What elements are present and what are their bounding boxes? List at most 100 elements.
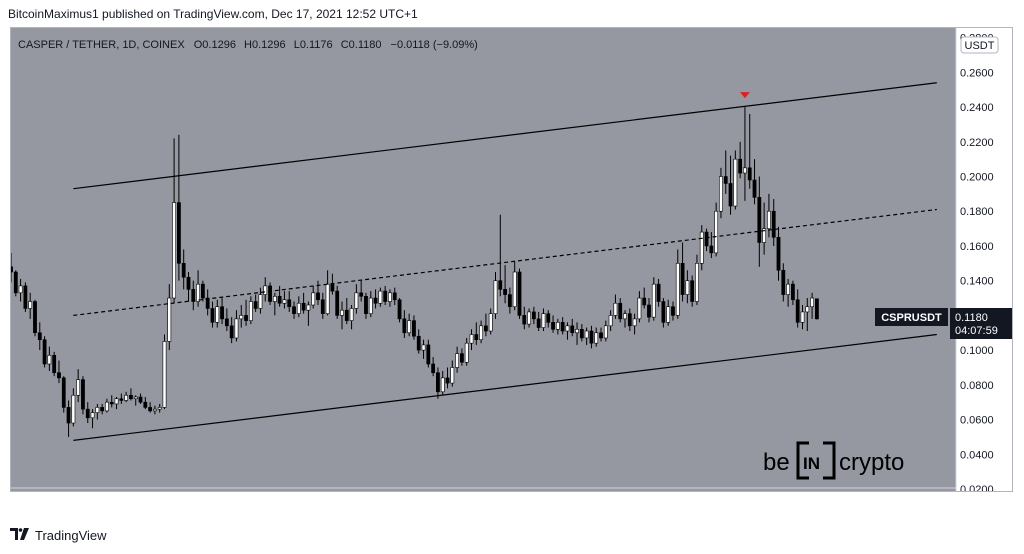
candle: [685, 270, 690, 304]
candle-body: [239, 315, 244, 320]
candle-body: [301, 302, 306, 311]
candle: [383, 285, 388, 305]
candle-body: [474, 334, 479, 341]
candle-body: [531, 311, 536, 320]
candle: [215, 299, 220, 328]
candle: [407, 313, 412, 337]
candle-body: [647, 304, 651, 318]
candle: [76, 369, 81, 403]
candle: [109, 395, 114, 408]
candle: [57, 360, 61, 384]
candle: [37, 322, 42, 351]
candle-body: [105, 401, 109, 412]
candle-body: [613, 302, 618, 316]
beincrypto-watermark: be IN crypto: [763, 440, 904, 481]
candle-body: [752, 179, 757, 198]
candle-body: [272, 296, 277, 302]
candle: [699, 225, 704, 271]
candle-body: [733, 158, 738, 207]
legend-low-label: L: [294, 39, 300, 51]
candle: [296, 296, 301, 318]
candle-body: [28, 301, 33, 309]
candle-body: [119, 398, 124, 401]
candle-body: [167, 297, 172, 342]
candles-layer: [11, 107, 819, 437]
candle: [512, 261, 517, 311]
candle: [579, 324, 584, 342]
candle-body: [800, 311, 805, 323]
currency-label: USDT: [965, 40, 995, 52]
candle: [23, 282, 28, 312]
price-chart[interactable]: be IN crypto 0.0200 0.0400 0.0600 0.0800 0.1…: [11, 28, 1012, 491]
chart-frame[interactable]: be IN crypto 0.0200 0.0400 0.0600 0.0800 0.1…: [10, 27, 1013, 492]
candle-body: [637, 297, 642, 320]
candle: [474, 322, 479, 345]
candle: [181, 249, 186, 290]
candle-body: [507, 294, 512, 308]
candle-body: [349, 308, 354, 321]
price-tick-label: 0.2000: [960, 172, 994, 184]
candle: [647, 298, 651, 323]
symbol-tag-label: CSPRUSDT: [881, 312, 942, 324]
candle-body: [560, 322, 565, 332]
candle: [723, 150, 728, 194]
candle-body: [340, 309, 344, 316]
candle: [527, 308, 531, 328]
candle-body: [42, 339, 47, 365]
tradingview-footer[interactable]: TradingView: [10, 528, 107, 543]
candle: [460, 348, 464, 366]
candle: [575, 322, 579, 345]
candle-body: [460, 353, 464, 363]
candle: [503, 265, 507, 304]
candle: [776, 226, 781, 281]
candle-body: [762, 228, 767, 243]
price-tick-label: 0.0400: [960, 449, 994, 461]
candle-body: [421, 344, 426, 351]
candle-body: [493, 280, 498, 314]
candle: [18, 278, 23, 302]
candle-body: [229, 325, 234, 339]
candle: [771, 199, 776, 246]
candle-body: [757, 197, 762, 243]
plot-background: [11, 28, 956, 491]
price-tick-label: 0.2400: [960, 102, 994, 114]
candle: [61, 376, 66, 413]
candle: [162, 334, 167, 410]
candle-body: [325, 283, 330, 314]
candle: [325, 270, 330, 316]
candle: [747, 114, 752, 189]
candle: [81, 376, 85, 415]
candle-body: [651, 283, 656, 318]
candle: [671, 301, 675, 321]
currency-badge[interactable]: USDT: [960, 36, 999, 54]
candle: [224, 308, 229, 332]
candle: [90, 409, 95, 429]
price-tick-label: 0.1000: [960, 345, 994, 357]
candle-body: [33, 301, 37, 334]
candle-body: [71, 394, 76, 424]
candle-body: [306, 304, 311, 311]
price-tick-label: 0.2200: [960, 137, 994, 149]
legend-symbol: CASPER / TETHER, 1D, COINEX: [18, 39, 185, 51]
candle-body: [100, 407, 105, 412]
candle: [11, 252, 13, 283]
high-marker-icon: [739, 92, 750, 99]
candle-body: [114, 398, 119, 405]
candle: [220, 298, 224, 325]
candle: [100, 403, 105, 415]
candle-body: [220, 306, 224, 320]
candle-body: [680, 263, 685, 295]
candle-body: [81, 379, 85, 410]
candle: [719, 167, 723, 219]
candle: [709, 232, 714, 259]
candle-body: [162, 341, 167, 408]
candle-body: [263, 285, 268, 295]
candle: [344, 298, 349, 325]
candle: [210, 301, 215, 328]
candle: [498, 214, 503, 297]
candle-body: [661, 301, 666, 323]
candle-body: [23, 285, 28, 309]
price-axis[interactable]: [956, 28, 1012, 491]
candle: [464, 337, 469, 366]
candle-body: [11, 266, 13, 273]
